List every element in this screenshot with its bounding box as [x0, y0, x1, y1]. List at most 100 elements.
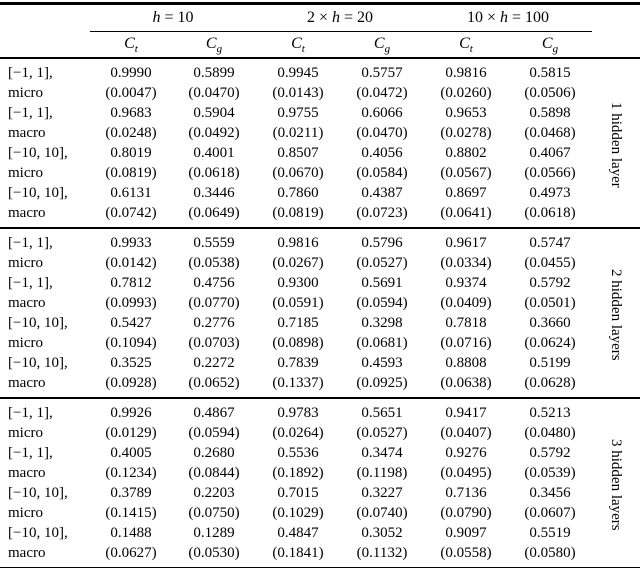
- value-cell: 0.5691: [361, 274, 403, 291]
- value-cell: 0.5559: [193, 234, 235, 251]
- value-cell: 0.5792: [529, 444, 571, 461]
- std-cell: (0.0627): [105, 544, 157, 561]
- std-cell: (0.0129): [105, 424, 157, 441]
- value-cell: 0.9417: [445, 404, 487, 421]
- value-cell: 0.2203: [193, 484, 235, 501]
- table-row: [−10, 10], 0.3789 0.2203 0.7015 0.3227 0.7136…: [0, 483, 640, 503]
- value-cell: 0.4593: [361, 354, 403, 371]
- table-row-std: micro (0.0129) (0.0594) (0.0264) (0.0527) (0.…: [0, 423, 640, 443]
- table-row-std: macro (0.0928) (0.0652) (0.1337) (0.0925) (0.…: [0, 373, 640, 398]
- value-cell: 0.9990: [110, 64, 152, 81]
- table-row: [−10, 10], 0.6131 0.3446 0.7860 0.4387 0.8697…: [0, 183, 640, 203]
- value-cell: 0.3474: [361, 444, 403, 461]
- std-cell: (0.0264): [272, 424, 324, 441]
- value-cell: 0.3456: [529, 484, 571, 501]
- value-cell: 0.5213: [529, 404, 571, 421]
- std-cell: (0.0278): [440, 124, 492, 141]
- value-cell: 0.4005: [110, 444, 152, 461]
- row-stat-label: macro: [8, 544, 46, 561]
- value-cell: 0.4867: [193, 404, 235, 421]
- value-cell: 0.9300: [277, 274, 319, 291]
- row-range-label: [−1, 1],: [8, 234, 53, 251]
- value-cell: 0.9783: [277, 404, 319, 421]
- std-cell: (0.0624): [524, 334, 576, 351]
- row-range-label: [−10, 10],: [8, 484, 68, 501]
- table-row-std: micro (0.1094) (0.0703) (0.0898) (0.0681) (0.…: [0, 333, 640, 353]
- std-cell: (0.0492): [188, 124, 240, 141]
- value-cell: 0.9617: [445, 234, 487, 251]
- value-cell: 0.9683: [110, 104, 152, 121]
- value-cell: 0.7860: [277, 184, 319, 201]
- row-range-label: [−1, 1],: [8, 404, 53, 421]
- std-cell: (0.0703): [188, 334, 240, 351]
- table-row: [−10, 10], 0.8019 0.4001 0.8507 0.4056 0.8802…: [0, 143, 640, 163]
- std-cell: (0.0819): [272, 204, 324, 221]
- table-row-std: macro (0.0742) (0.0649) (0.0819) (0.0723) (0.…: [0, 203, 640, 228]
- std-cell: (0.0047): [105, 84, 157, 101]
- value-cell: 0.3227: [361, 484, 403, 501]
- value-cell: 0.6131: [110, 184, 152, 201]
- std-cell: (0.0670): [272, 164, 324, 181]
- value-cell: 0.7839: [277, 354, 319, 371]
- value-cell: 0.9374: [445, 274, 487, 291]
- value-cell: 0.4001: [193, 144, 235, 161]
- value-cell: 0.9097: [445, 524, 487, 541]
- row-stat-label: macro: [8, 374, 46, 391]
- row-range-label: [−1, 1],: [8, 274, 53, 291]
- std-cell: (0.0770): [188, 294, 240, 311]
- value-cell: 0.7136: [445, 484, 487, 501]
- row-stat-label: micro: [8, 84, 43, 101]
- row-stat-label: macro: [8, 204, 46, 221]
- std-cell: (0.0248): [105, 124, 157, 141]
- value-cell: 0.5651: [361, 404, 403, 421]
- table-row-std: macro (0.0627) (0.0530) (0.1841) (0.1132) (0.…: [0, 543, 640, 568]
- value-cell: 0.9926: [110, 404, 152, 421]
- std-cell: (0.0750): [188, 504, 240, 521]
- row-stat-label: macro: [8, 294, 46, 311]
- subcol-cg-1: Cg: [205, 35, 223, 56]
- std-cell: (0.0142): [105, 254, 157, 271]
- std-cell: (0.1234): [105, 464, 157, 481]
- value-cell: 0.8697: [445, 184, 487, 201]
- value-cell: 0.4847: [277, 524, 319, 541]
- value-cell: 0.2680: [193, 444, 235, 461]
- row-stat-label: micro: [8, 504, 43, 521]
- value-cell: 0.9933: [110, 234, 152, 251]
- std-cell: (0.0409): [440, 294, 492, 311]
- row-stat-label: micro: [8, 424, 43, 441]
- std-cell: (0.0480): [524, 424, 576, 441]
- subcol-ct-2: Ct: [291, 35, 305, 56]
- table-row: [−1, 1], 0.9683 0.5904 0.9755 0.6066 0.9653 0.…: [0, 103, 640, 123]
- section-2: [−1, 1], 0.9933 0.5559 0.9816 0.5796 0.9617 0.…: [0, 227, 640, 398]
- std-cell: (0.0495): [440, 464, 492, 481]
- table-row-std: macro (0.1234) (0.0844) (0.1892) (0.1198) (0.…: [0, 463, 640, 483]
- std-cell: (0.0618): [188, 164, 240, 181]
- value-cell: 0.5815: [529, 64, 571, 81]
- std-cell: (0.0819): [105, 164, 157, 181]
- table-row: [−1, 1], 0.9933 0.5559 0.9816 0.5796 0.9617 0.…: [0, 228, 640, 361]
- row-range-label: [−1, 1],: [8, 444, 53, 461]
- value-cell: 0.9755: [277, 104, 319, 121]
- std-cell: (0.0649): [188, 204, 240, 221]
- std-cell: (0.0211): [272, 124, 324, 141]
- std-cell: (0.0538): [188, 254, 240, 271]
- value-cell: 0.9945: [277, 64, 319, 81]
- value-cell: 0.7015: [277, 484, 319, 501]
- value-cell: 0.1488: [110, 524, 152, 541]
- value-cell: 0.4067: [529, 144, 571, 161]
- std-cell: (0.0742): [105, 204, 157, 221]
- value-cell: 0.2272: [193, 354, 235, 371]
- table-row: [−1, 1], 0.4005 0.2680 0.5536 0.3474 0.9276 0.…: [0, 443, 640, 463]
- table-header: h = 10 2 × h = 20 10 × h = 100 Ct Cg Ct …: [0, 3, 640, 58]
- table-row-std: macro (0.0993) (0.0770) (0.0591) (0.0594) (0.…: [0, 293, 640, 313]
- std-cell: (0.0407): [440, 424, 492, 441]
- header-spacer: [0, 4, 90, 32]
- std-cell: (0.0723): [356, 204, 408, 221]
- row-range-label: [−10, 10],: [8, 144, 68, 161]
- row-stat-label: micro: [8, 254, 43, 271]
- std-cell: (0.0844): [188, 464, 240, 481]
- value-cell: 0.5536: [277, 444, 319, 461]
- std-cell: (0.0260): [440, 84, 492, 101]
- std-cell: (0.0501): [524, 294, 576, 311]
